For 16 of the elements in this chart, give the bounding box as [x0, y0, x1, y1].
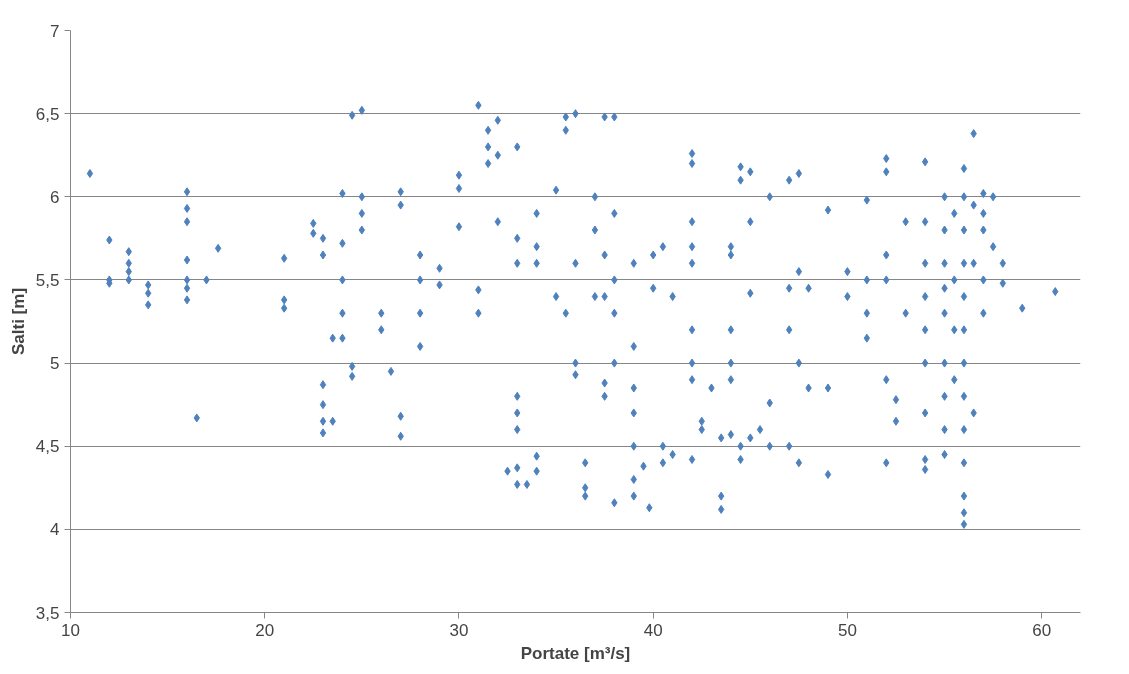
y-tick-label: 6 — [50, 187, 60, 207]
x-tick-label: 50 — [837, 620, 857, 640]
x-tick-label: 10 — [61, 620, 80, 640]
y-tick-label: 7 — [50, 21, 60, 41]
y-tick-label: 4 — [50, 520, 60, 540]
x-tick-label: 30 — [449, 620, 469, 640]
x-tick-label: 60 — [1032, 620, 1052, 640]
x-tick-label: 40 — [643, 620, 663, 640]
y-axis-title: Salti [m] — [8, 287, 28, 356]
y-tick-label: 4,5 — [35, 437, 60, 457]
y-tick-label: 6,5 — [35, 104, 60, 124]
y-tick-label: 5 — [50, 354, 60, 374]
x-axis-title: Portate [m³/s] — [520, 643, 631, 663]
x-tick-label: 20 — [255, 620, 275, 640]
y-tick-label: 3,5 — [35, 603, 60, 623]
y-tick-label: 5,5 — [35, 270, 60, 290]
